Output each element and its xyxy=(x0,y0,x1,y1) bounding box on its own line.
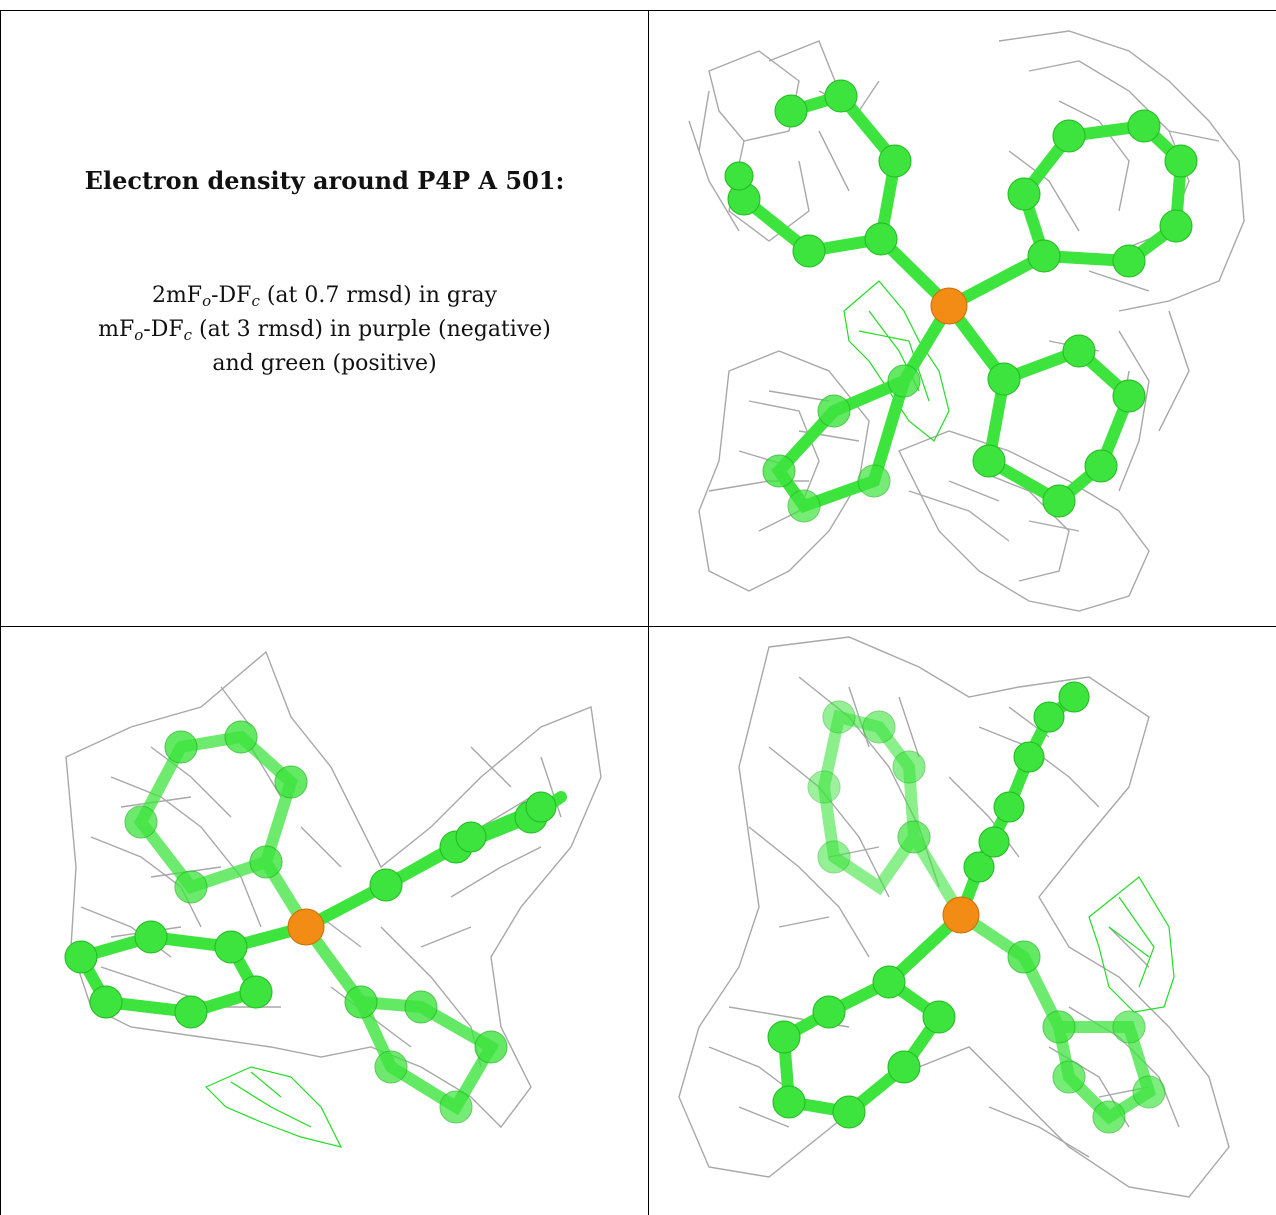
ligand-atoms xyxy=(767,681,1166,1134)
border-center xyxy=(648,10,649,1215)
border-left xyxy=(0,10,1,1215)
caption-title: Electron density around P4P A 501: xyxy=(84,166,565,195)
density-mesh-fofc-positive xyxy=(1088,876,1175,1013)
caption-cell: Electron density around P4P A 501: 2mFo-… xyxy=(1,11,648,626)
caption-line-fofc-cont: and green (positive) xyxy=(212,351,437,376)
border-top xyxy=(0,10,1276,11)
phosphorus-atom xyxy=(287,908,325,946)
phosphorus-atom xyxy=(942,896,980,934)
ligand-atoms xyxy=(724,79,1198,523)
density-mesh-fofc-positive xyxy=(204,1066,343,1148)
view-bottom-right xyxy=(649,627,1276,1215)
molecule-view-3 xyxy=(678,636,1230,1198)
border-middle xyxy=(0,626,1276,627)
caption-line-2fofc: 2mFo-DFc (at 0.7 rmsd) in gray xyxy=(151,283,498,310)
ligand-atoms xyxy=(64,720,557,1124)
view-bottom-left xyxy=(1,627,648,1215)
phosphorus-atom xyxy=(930,287,968,325)
molecule-view-2 xyxy=(64,650,602,1148)
density-mesh-2fofc xyxy=(65,650,602,1129)
view-top-right xyxy=(649,11,1276,626)
caption-line-fofc: mFo-DFc (at 3 rmsd) in purple (negative) xyxy=(98,317,551,344)
molecule-view-1 xyxy=(688,30,1245,612)
